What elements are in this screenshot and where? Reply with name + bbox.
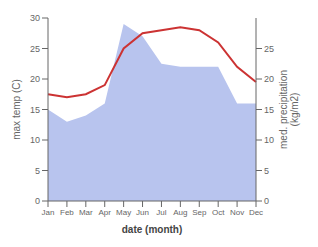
- svg-text:20: 20: [264, 74, 274, 84]
- svg-text:Nov: Nov: [230, 208, 244, 217]
- svg-text:20: 20: [30, 74, 40, 84]
- svg-text:May: May: [116, 208, 131, 217]
- svg-text:Jun: Jun: [136, 208, 149, 217]
- svg-text:Jan: Jan: [42, 208, 55, 217]
- svg-text:0: 0: [35, 196, 40, 206]
- svg-text:Mar: Mar: [79, 208, 93, 217]
- svg-text:Aug: Aug: [173, 208, 187, 217]
- svg-text:Apr: Apr: [99, 208, 112, 217]
- svg-text:Dec: Dec: [249, 208, 263, 217]
- svg-text:Sep: Sep: [192, 208, 207, 217]
- svg-text:med. precipitation(kg/m2): med. precipitation(kg/m2): [278, 70, 300, 149]
- svg-text:15: 15: [264, 105, 274, 115]
- svg-text:15: 15: [30, 105, 40, 115]
- svg-text:25: 25: [30, 44, 40, 54]
- svg-text:date (month): date (month): [122, 224, 183, 235]
- svg-text:25: 25: [264, 44, 274, 54]
- svg-text:5: 5: [264, 166, 269, 176]
- svg-text:10: 10: [30, 135, 40, 145]
- svg-text:Oct: Oct: [212, 208, 225, 217]
- svg-text:0: 0: [264, 196, 269, 206]
- svg-text:max temp (C): max temp (C): [11, 79, 22, 140]
- svg-text:5: 5: [35, 166, 40, 176]
- svg-text:30: 30: [30, 13, 40, 23]
- svg-text:Feb: Feb: [60, 208, 74, 217]
- svg-text:10: 10: [264, 135, 274, 145]
- svg-text:Jul: Jul: [156, 208, 166, 217]
